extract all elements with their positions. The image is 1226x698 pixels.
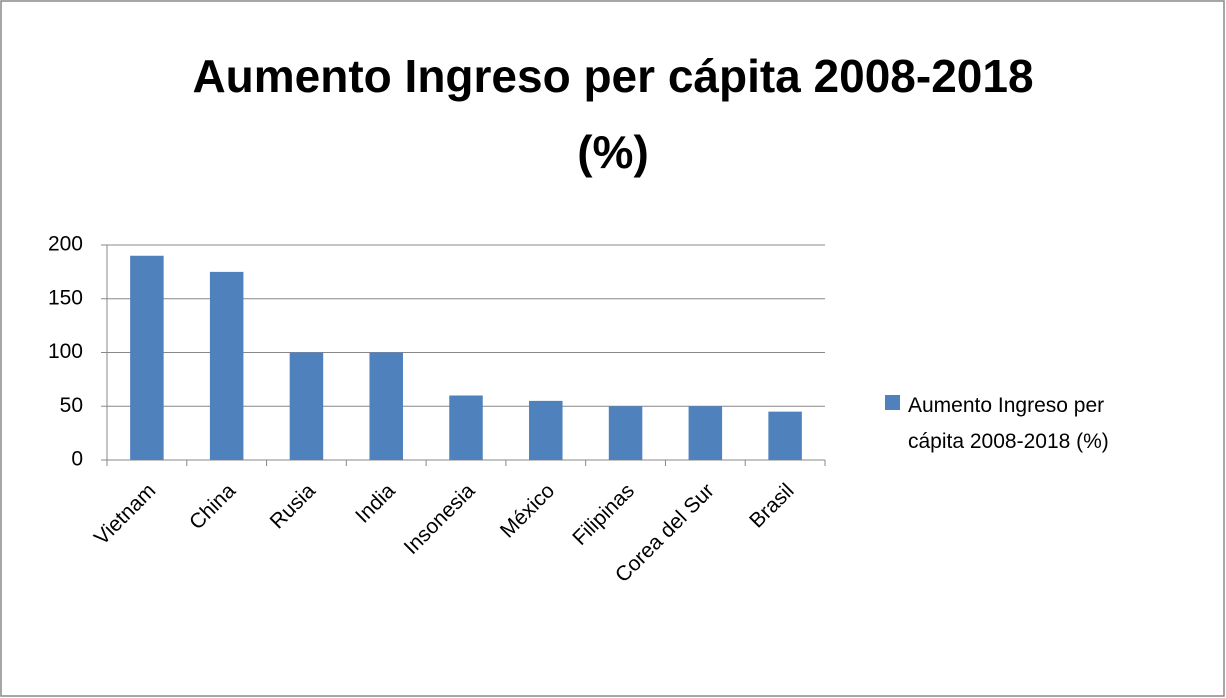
y-tick-label: 0 [71, 448, 83, 471]
legend-swatch [885, 395, 900, 410]
chart-title: Aumento Ingreso per cápita 2008-2018 (%) [192, 50, 1034, 178]
y-tick-label: 200 [48, 233, 83, 256]
bar [289, 352, 324, 460]
bar [608, 406, 643, 460]
legend-label: Aumento Ingreso per cápita 2008-2018 (%) [908, 394, 1109, 453]
bar [688, 406, 723, 460]
bar [209, 271, 244, 460]
y-tick-label: 50 [60, 394, 83, 417]
bar [768, 411, 802, 460]
bar [130, 255, 164, 460]
bar [369, 352, 403, 460]
bar [449, 395, 483, 460]
y-tick-label: 100 [48, 340, 83, 363]
bar [529, 400, 563, 460]
y-tick-label: 150 [48, 286, 83, 309]
